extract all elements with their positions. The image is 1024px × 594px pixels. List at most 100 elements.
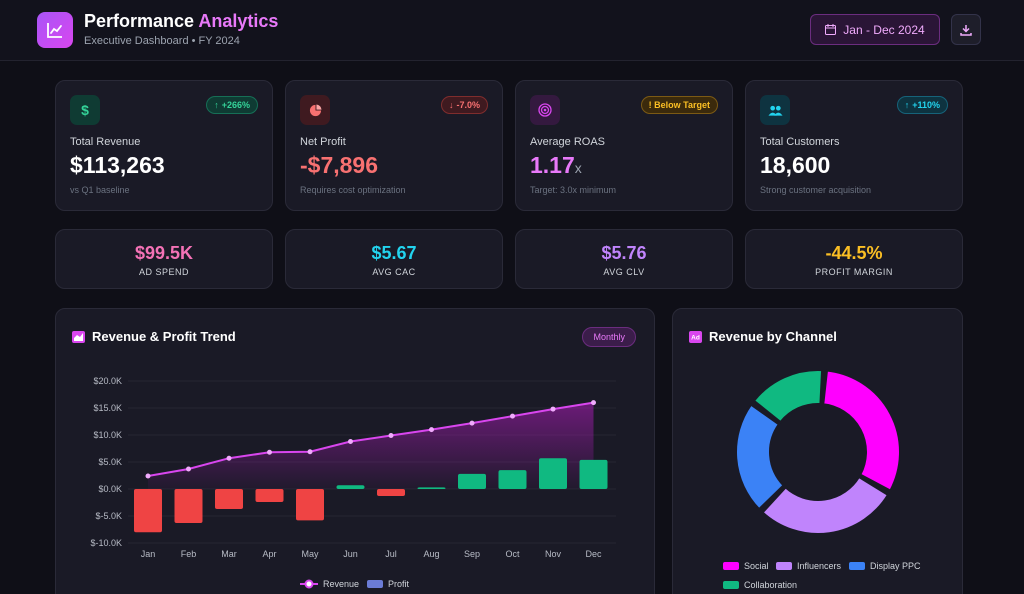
y-tick-label: $-5.0K [95,511,122,521]
download-button[interactable] [951,14,981,45]
donut-slice-display-ppc [735,403,785,511]
kpi-value: 1.17x [530,152,582,178]
kpi-card-average-roas: ! Below Target Average ROAS 1.17x Target… [515,80,733,211]
dollar-icon: $ [70,95,100,125]
legend-swatch [849,562,865,570]
kpi-card-net-profit: ↓ -7.0% Net Profit -$7,896 Requires cost … [285,80,503,211]
stat-value: $5.67 [371,243,417,263]
profit-bar-oct [498,470,527,489]
revenue-point-jun [348,438,353,444]
x-tick-label: Jun [343,549,358,559]
profit-bar-apr [255,489,284,502]
stat-ad-spend: $99.5K AD SPEND [55,229,273,289]
app-title: Performance Analytics [84,11,279,31]
x-tick-label: Feb [181,549,197,559]
kpi-label: Average ROAS [530,136,606,148]
legend-social: Social [723,561,769,571]
profit-bar-dec [579,459,608,489]
kpi-value: $113,263 [70,152,165,178]
panel-title: Ad Revenue by Channel [689,329,837,344]
stat-label: AD SPEND [138,267,189,277]
revenue-profit-trend-panel: Revenue & Profit Trend Monthly $20.0K $15… [55,308,655,594]
svg-text:Ad: Ad [691,334,700,341]
donut-slice-social [822,369,901,492]
kpi-note: Requires cost optimization [300,185,406,195]
kpi-label: Total Customers [760,136,840,148]
x-tick-label: Sep [464,549,480,559]
logo-chart-icon [37,12,73,48]
profit-bar-nov [539,458,567,489]
arrow-up-icon: ↑ [214,100,219,110]
x-tick-label: Dec [585,549,602,559]
stat-label: AVG CLV [603,267,645,277]
period-toggle-button[interactable]: Monthly [582,327,636,347]
revenue-line [147,401,594,478]
arrow-down-icon: ↓ [448,100,454,110]
y-tick-label: $0.0K [98,484,122,494]
profit-bar-aug [417,487,446,489]
revenue-point-jul [388,433,394,439]
profit-bar-sep [458,473,486,489]
kpi-note: Strong customer acquisition [760,185,872,195]
x-tick-label: Jul [385,549,397,559]
profit-bar-feb [174,489,203,524]
x-tick-label: May [301,549,319,559]
app-header: Performance Analytics Executive Dashboar… [0,0,1024,61]
warning-badge: ! Below Target [640,96,718,114]
panel-title: Revenue & Profit Trend [72,329,236,344]
kpi-card-total-customers: ↑ +110% Total Customers 18,600 Strong cus… [745,80,963,211]
growth-badge: ↑ +266% [206,96,258,114]
revenue-point-nov [550,406,556,412]
y-tick-label: $20.0K [93,376,122,386]
kpi-label: Net Profit [300,136,346,148]
profit-bar-mar [215,489,243,509]
stat-label: AVG CAC [372,267,416,277]
legend-profit: Profit [367,579,409,589]
app-subtitle: Executive Dashboard • FY 2024 [84,35,240,47]
stat-avg-cac: $5.67 AVG CAC [285,229,503,289]
kpi-card-total-revenue: $ ↑ +266% Total Revenue $113,263 vs Q1 ba… [55,80,273,211]
revenue-profit-chart: $20.0K $15.0K $10.0K $5.0K $0.0K $-5.0K $-10.0… [90,376,616,559]
stat-value: $5.76 [601,243,647,263]
legend-swatch [776,562,792,570]
revenue-point-dec [591,400,596,406]
legend-swatch [367,580,383,588]
stat-value: $99.5K [134,243,194,263]
x-tick-label: Apr [262,549,276,559]
kpi-label: Total Revenue [70,136,141,148]
legend-display-ppc: Display PPC [849,561,921,571]
stat-label: PROFIT MARGIN [815,267,893,277]
line-legend-icon [300,579,318,589]
revenue-point-mar [226,455,232,461]
revenue-point-feb [186,466,191,472]
legend-collaboration: Collaboration [723,580,797,590]
area-chart-icon [72,330,85,343]
pie-chart-icon [300,95,330,125]
arrow-up-icon: ↑ [904,100,910,110]
profit-bar-jan [134,489,162,533]
download-icon [960,24,972,36]
legend-revenue: Revenue [300,579,359,589]
donut-slice-collaboration [752,369,824,424]
channel-donut-chart [735,369,901,535]
revenue-area [148,402,594,489]
date-range-button[interactable]: Jan - Dec 2024 [810,14,940,45]
stat-profit-margin: -44.5% PROFIT MARGIN [745,229,963,289]
profit-bar-jul [377,489,405,497]
profit-bar-may [296,489,324,521]
kpi-note: Target: 3.0x minimum [530,185,617,195]
users-icon [760,95,790,125]
y-tick-label: $10.0K [93,430,122,440]
kpi-note: vs Q1 baseline [70,185,130,195]
y-tick-label: $5.0K [98,457,122,467]
date-range-label: Jan - Dec 2024 [843,22,925,37]
profit-bar-jun [336,485,365,489]
stat-avg-clv: $5.76 AVG CLV [515,229,733,289]
calendar-icon [825,24,837,35]
revenue-point-oct [510,413,515,419]
legend-swatch [723,581,739,589]
x-tick-label: Jan [141,549,156,559]
stat-value: -44.5% [825,243,883,263]
x-tick-label: Oct [505,549,520,559]
revenue-point-aug [429,427,434,433]
